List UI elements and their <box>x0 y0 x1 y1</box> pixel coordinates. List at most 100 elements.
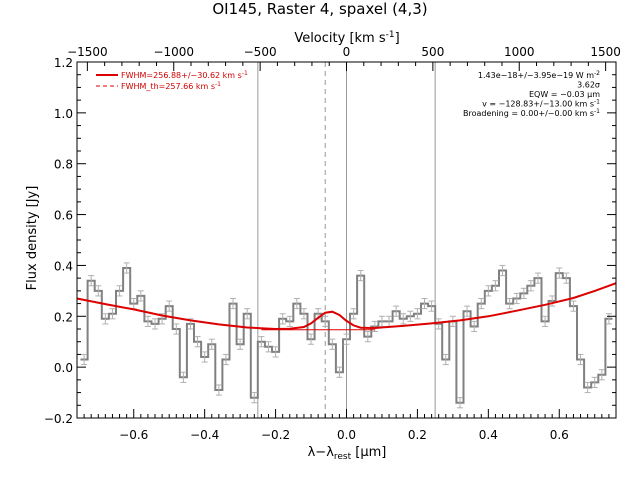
error-bar <box>208 338 215 350</box>
error-bar <box>393 305 400 317</box>
error-bar <box>464 305 471 317</box>
error-bar <box>300 308 307 320</box>
error-bar <box>456 397 463 409</box>
error-bar <box>322 315 329 327</box>
y-tick-label: 0.2 <box>54 310 73 324</box>
error-bar <box>265 341 272 353</box>
error-bar <box>435 318 442 330</box>
error-bar <box>364 331 371 343</box>
error-bar <box>549 295 556 307</box>
error-bar <box>286 315 293 327</box>
x-tick-label: 0.2 <box>408 428 427 442</box>
error-bar <box>542 315 549 327</box>
error-bar <box>343 333 350 345</box>
x-tick-label: 0.6 <box>550 428 569 442</box>
y-tick-label: 0.6 <box>54 209 73 223</box>
error-bar <box>499 264 506 277</box>
error-bar <box>428 300 435 312</box>
error-bar <box>180 371 187 383</box>
error-bar <box>584 381 591 394</box>
error-bar <box>534 272 541 284</box>
annotations: FWHM=256.88+/−30.62 km s-1FWHM_th=257.66… <box>96 70 600 118</box>
error-bar <box>166 300 173 312</box>
error-bar <box>577 353 584 366</box>
error-bar <box>513 292 520 305</box>
error-bar <box>421 297 428 310</box>
fit-annotation: Broadening = 0.00+/−0.00 km s-1 <box>463 108 600 118</box>
x-tick-label: −0.6 <box>119 428 148 442</box>
error-bar <box>222 353 229 366</box>
x-tick-label: 0.0 <box>337 428 356 442</box>
error-bar <box>272 346 279 358</box>
error-bar <box>357 270 364 282</box>
top-axis-label-sup: -1 <box>386 30 395 40</box>
y-axis-label: Flux density [Jy] <box>25 186 40 291</box>
top-tick-label: 1500 <box>590 45 621 59</box>
error-bar <box>237 338 244 350</box>
error-bar <box>478 297 485 310</box>
error-bar <box>81 353 88 366</box>
error-bar <box>173 323 180 335</box>
error-bar <box>556 267 563 279</box>
error-bar <box>442 353 449 366</box>
error-bar <box>102 313 109 325</box>
x-axis-label-text: λ−λ <box>308 445 335 460</box>
error-bar <box>336 366 343 378</box>
spectrum-step-line <box>80 267 613 404</box>
error-bar <box>407 310 414 322</box>
error-bar <box>605 313 612 325</box>
error-bar <box>329 338 336 350</box>
y-tick-label: 0.4 <box>54 259 73 273</box>
y-tick-label: 0.0 <box>54 361 73 375</box>
error-bar <box>88 275 95 287</box>
error-bar <box>279 313 286 325</box>
top-tick-label: 500 <box>421 45 444 59</box>
error-bar <box>123 262 130 274</box>
x-axis-label: λ−λrest [μm] <box>308 445 387 462</box>
error-bar <box>563 272 570 284</box>
fit-annotation: v = −128.83+/−13.00 km s-1 <box>482 99 600 109</box>
fit-annotation: 1.43e−18+/−3.95e−19 W m-2 <box>478 70 600 80</box>
error-bar <box>144 315 151 327</box>
error-bar <box>215 384 222 396</box>
fit-annotation: EQW = −0.03 μm <box>529 90 600 99</box>
error-bar <box>492 280 499 292</box>
legend-label: FWHM=256.88+/−30.62 km s-1 <box>121 70 248 80</box>
error-bar <box>350 308 357 320</box>
top-tick-label: −500 <box>244 45 277 59</box>
plot-area <box>76 62 617 418</box>
x-axis-label-sub: rest <box>334 452 352 462</box>
error-bar <box>471 320 478 333</box>
top-tick-label: −1000 <box>153 45 194 59</box>
error-bar <box>293 297 300 310</box>
error-bar <box>506 297 513 310</box>
error-bar <box>258 336 265 348</box>
top-tick-label: 0 <box>343 45 351 59</box>
top-axis-label: Velocity [km s-1] <box>294 30 399 46</box>
legend-label: FWHM_th=257.66 km s-1 <box>121 81 221 91</box>
error-bar <box>485 285 492 297</box>
fit-annotation: 3.62σ <box>577 81 600 90</box>
error-bar <box>400 313 407 325</box>
top-tick-label: −1500 <box>67 45 108 59</box>
error-bar <box>598 369 605 381</box>
error-bar <box>201 351 208 363</box>
x-tick-label: 0.4 <box>479 428 498 442</box>
y-tick-label: 1.2 <box>54 56 73 70</box>
error-bar <box>308 333 315 345</box>
error-bar <box>152 318 159 330</box>
error-bar <box>109 308 116 320</box>
x-tick-label: −0.2 <box>261 428 290 442</box>
error-bar <box>414 308 421 320</box>
error-bar <box>527 280 534 292</box>
top-tick-label: 1000 <box>504 45 535 59</box>
top-axis-label-text: Velocity [km s <box>294 31 386 46</box>
error-bar <box>116 285 123 297</box>
chart-title: OI145, Raster 4, spaxel (4,3) <box>212 0 427 18</box>
error-bar <box>591 376 598 388</box>
error-bar <box>230 297 237 310</box>
error-bar <box>520 287 527 299</box>
y-tick-label: −0.2 <box>44 412 73 426</box>
error-bar <box>251 392 258 404</box>
